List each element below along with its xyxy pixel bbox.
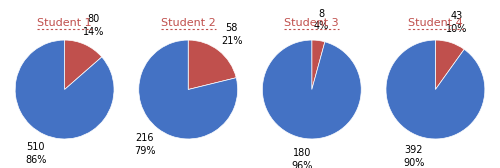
Text: 4%: 4%	[314, 21, 329, 31]
Text: 14%: 14%	[83, 27, 104, 37]
Wedge shape	[386, 40, 485, 139]
Text: 96%: 96%	[292, 161, 313, 168]
Wedge shape	[64, 40, 102, 90]
Title: Student 1: Student 1	[38, 18, 92, 28]
Text: 216: 216	[136, 133, 154, 143]
Text: 80: 80	[88, 14, 100, 24]
Title: Student 3: Student 3	[284, 18, 339, 28]
Wedge shape	[436, 40, 464, 90]
Wedge shape	[262, 40, 361, 139]
Text: 79%: 79%	[134, 146, 156, 156]
Wedge shape	[188, 40, 236, 90]
Wedge shape	[15, 40, 114, 139]
Text: 8: 8	[318, 9, 324, 18]
Text: 21%: 21%	[221, 36, 242, 46]
Text: 10%: 10%	[446, 24, 468, 34]
Text: 510: 510	[26, 142, 45, 152]
Title: Student 4: Student 4	[408, 18, 463, 28]
Text: 90%: 90%	[404, 158, 424, 168]
Text: 392: 392	[404, 145, 423, 155]
Text: 86%: 86%	[25, 155, 46, 165]
Wedge shape	[312, 40, 325, 90]
Text: 180: 180	[293, 148, 312, 158]
Text: 58: 58	[226, 23, 237, 33]
Wedge shape	[139, 40, 237, 139]
Title: Student 2: Student 2	[161, 18, 216, 28]
Text: 43: 43	[451, 11, 463, 21]
